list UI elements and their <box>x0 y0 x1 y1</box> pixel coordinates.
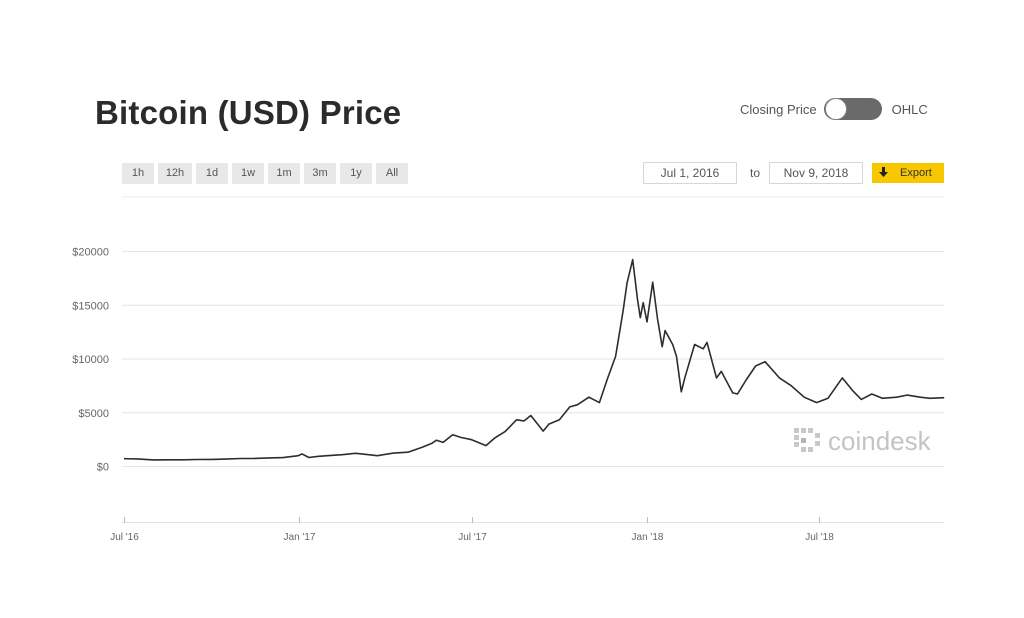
y-tick-label: $0 <box>97 462 109 474</box>
coindesk-watermark: coindesk <box>794 426 932 456</box>
x-axis: Jul '16 Jan '17 Jul '17 Jan '18 Jul '18 <box>110 517 944 543</box>
range-button-1h[interactable]: 1h <box>122 163 154 184</box>
x-tick-label: Jul '18 <box>805 532 834 543</box>
start-date-input[interactable]: Jul 1, 2016 <box>643 162 737 184</box>
y-tick-label: $10000 <box>72 354 109 366</box>
export-label: Export <box>900 167 932 179</box>
time-range-bar: 1h 12h 1d 1w 1m 3m 1y All <box>122 163 412 184</box>
coindesk-wordmark: coindesk <box>828 426 932 456</box>
range-button-3m[interactable]: 3m <box>304 163 336 184</box>
x-tick-label: Jul '17 <box>458 532 487 543</box>
end-date-input[interactable]: Nov 9, 2018 <box>769 162 863 184</box>
x-tick-label: Jul '16 <box>110 532 139 543</box>
range-button-1m[interactable]: 1m <box>268 163 300 184</box>
range-button-12h[interactable]: 12h <box>158 163 192 184</box>
x-tick-label: Jan '17 <box>284 532 316 543</box>
y-tick-label: $15000 <box>72 300 109 312</box>
price-type-toggle[interactable] <box>823 98 882 120</box>
x-tick-label: Jan '18 <box>632 532 664 543</box>
y-axis: $0 $5000 $10000 $15000 $20000 <box>72 247 109 474</box>
export-button[interactable]: Export <box>872 163 944 183</box>
range-button-1w[interactable]: 1w <box>232 163 264 184</box>
grid-lines <box>122 251 944 467</box>
range-button-all[interactable]: All <box>376 163 408 184</box>
toggle-knob <box>824 98 847 120</box>
range-button-1y[interactable]: 1y <box>340 163 372 184</box>
price-type-toggle-group: Closing Price OHLC <box>740 97 928 121</box>
closing-price-label: Closing Price <box>740 101 817 117</box>
y-tick-label: $5000 <box>78 408 109 420</box>
coindesk-logo-icon <box>794 428 820 452</box>
price-line <box>123 258 945 461</box>
y-tick-label: $20000 <box>72 247 109 259</box>
download-arrow-icon <box>879 166 888 180</box>
ohlc-label: OHLC <box>891 101 928 117</box>
date-range-to-label: to <box>750 166 761 180</box>
range-button-1d[interactable]: 1d <box>196 163 228 184</box>
page-title: Bitcoin (USD) Price <box>95 94 402 131</box>
